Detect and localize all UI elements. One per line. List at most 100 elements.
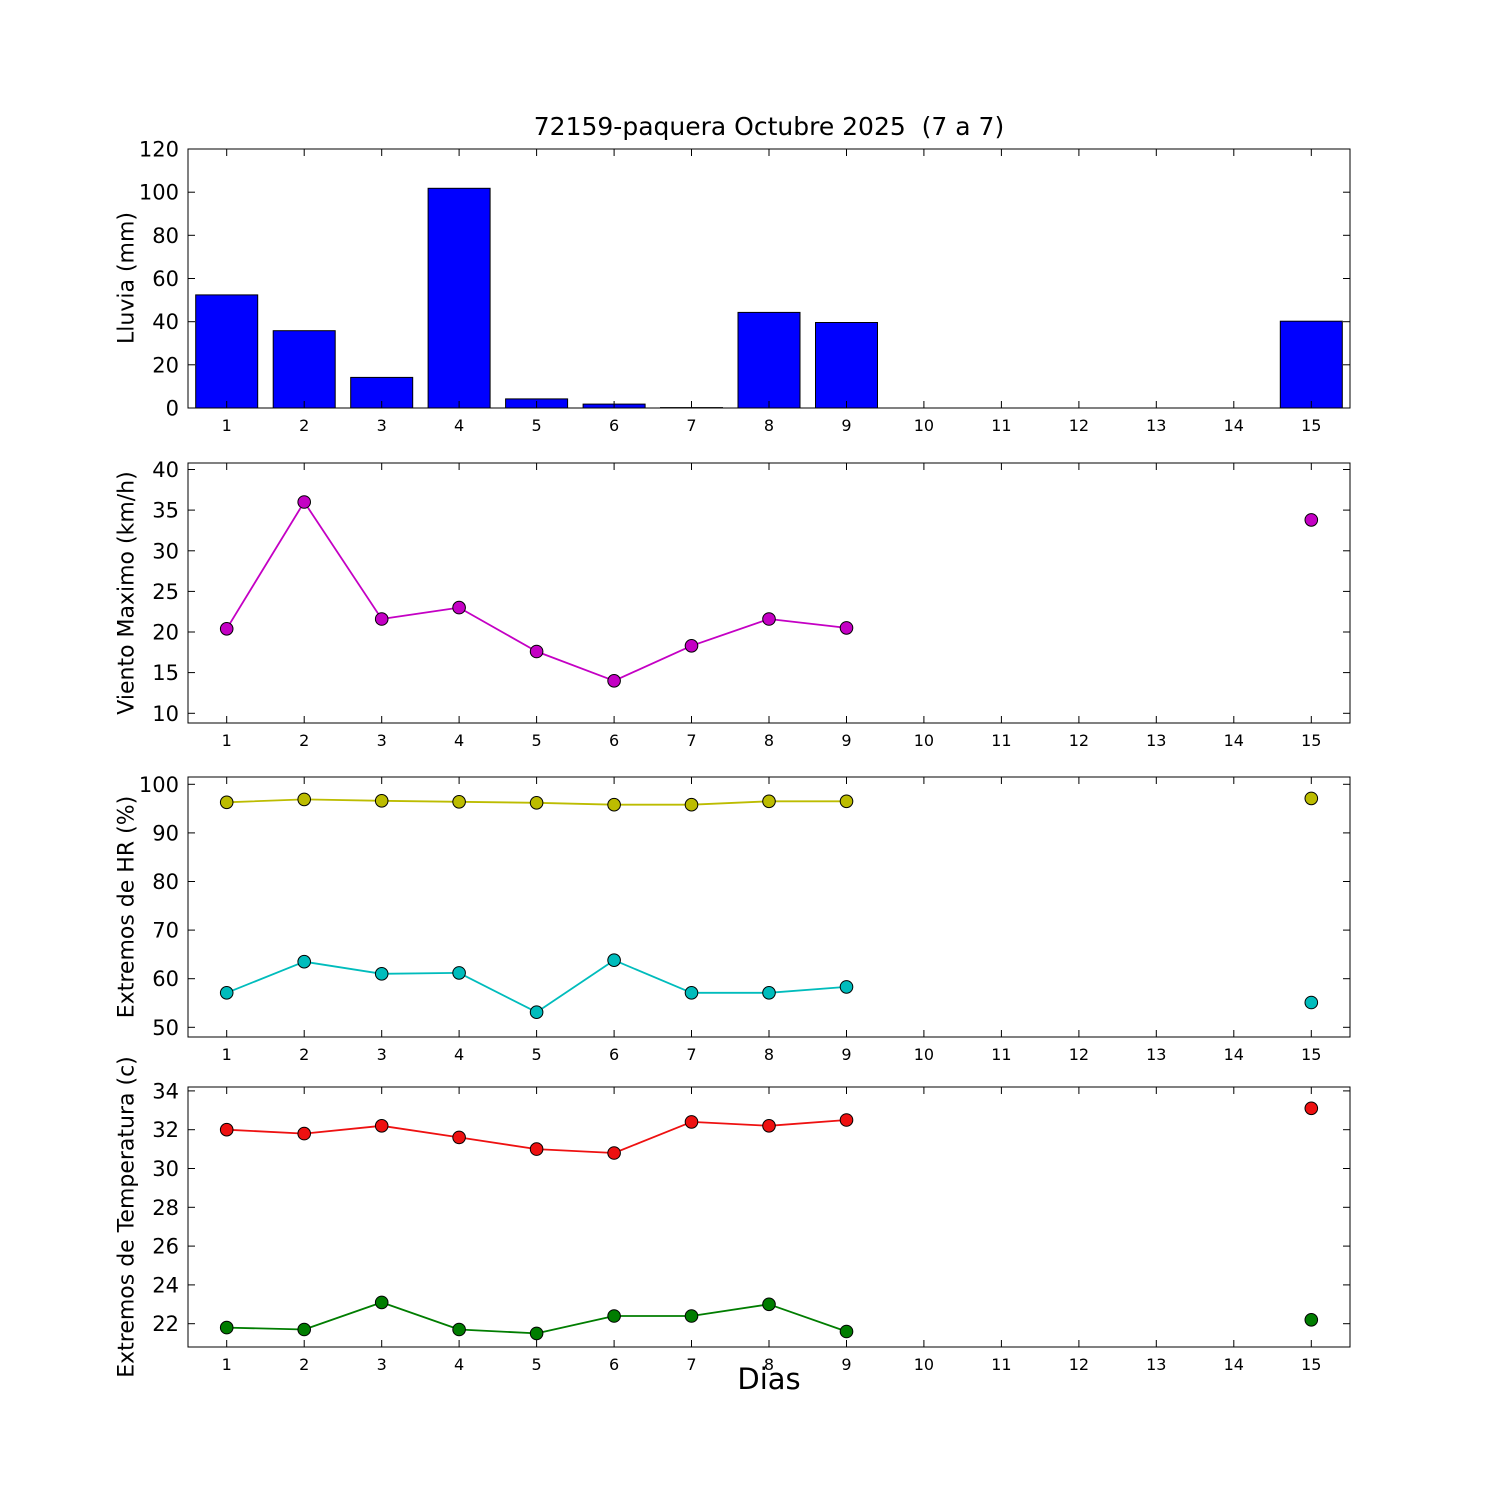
y-axis-lluvia: 0 20 40 60 80 100 120 bbox=[139, 138, 1350, 421]
y-tick-label: 26 bbox=[152, 1235, 179, 1259]
x-tick-label: 4 bbox=[454, 416, 464, 435]
y-tick-label: 50 bbox=[152, 1016, 179, 1040]
x-tick-label: 8 bbox=[764, 1045, 774, 1064]
point-hr_max-day-15 bbox=[1304, 791, 1319, 806]
point-hr_min-day-15 bbox=[1304, 995, 1319, 1010]
series-temp_min bbox=[219, 1295, 1319, 1341]
point-temp_min-day-4 bbox=[452, 1322, 466, 1337]
x-tick-label: 14 bbox=[1224, 416, 1244, 435]
x-tick-label: 14 bbox=[1224, 1355, 1244, 1374]
y-tick-label: 20 bbox=[152, 621, 179, 645]
x-tick-label: 15 bbox=[1301, 1355, 1321, 1374]
x-axis-extremos_temperatura: 1 2 3 4 5 6 7 8 9 10 11 12 13 14 15 bbox=[222, 1087, 1321, 1374]
point-hr_max-day-9 bbox=[839, 794, 854, 809]
point-viento_maximo-day-1 bbox=[219, 622, 234, 636]
x-tick-label: 3 bbox=[377, 416, 387, 435]
figure-title: 72159-paquera Octubre 2025 (7 a 7) bbox=[533, 112, 1005, 141]
point-hr_max-day-6 bbox=[607, 797, 621, 812]
bars-lluvia bbox=[195, 187, 1343, 409]
x-tick-label: 13 bbox=[1146, 416, 1166, 435]
x-tick-label: 3 bbox=[377, 1355, 387, 1374]
x-tick-label: 12 bbox=[1069, 1045, 1089, 1064]
x-tick-label: 8 bbox=[764, 416, 774, 435]
ylabel-lluvia: Lluvia (mm) bbox=[114, 212, 140, 344]
point-temp_max-day-7 bbox=[684, 1115, 699, 1129]
x-axis-extremos_hr: 1 2 3 4 5 6 7 8 9 10 11 12 13 14 15 bbox=[222, 777, 1321, 1064]
y-tick-label: 100 bbox=[139, 773, 179, 797]
point-viento_maximo-day-3 bbox=[374, 612, 389, 626]
x-tick-label: 1 bbox=[222, 1045, 232, 1064]
x-tick-label: 7 bbox=[686, 1355, 696, 1374]
x-tick-label: 12 bbox=[1069, 416, 1089, 435]
point-temp_min-day-6 bbox=[607, 1309, 621, 1323]
y-tick-label: 70 bbox=[152, 919, 179, 943]
x-tick-label: 9 bbox=[841, 731, 851, 750]
y-tick-label: 28 bbox=[152, 1196, 179, 1220]
point-temp_max-day-5 bbox=[529, 1142, 544, 1156]
x-axis-lluvia: 1 2 3 4 5 6 7 8 9 10 11 12 13 14 15 bbox=[222, 149, 1321, 435]
x-tick-label: 13 bbox=[1146, 1355, 1166, 1374]
x-tick-label: 13 bbox=[1146, 731, 1166, 750]
point-hr_min-day-3 bbox=[374, 967, 389, 981]
y-tick-label: 100 bbox=[139, 181, 179, 205]
series-hr_max bbox=[219, 791, 1319, 812]
bar-day-15 bbox=[1279, 320, 1343, 409]
line-temp_min bbox=[226, 1301, 847, 1335]
point-temp_max-day-4 bbox=[452, 1130, 466, 1145]
point-viento_maximo-day-9 bbox=[839, 621, 854, 635]
x-tick-label: 4 bbox=[454, 731, 464, 750]
x-tick-label: 1 bbox=[222, 731, 232, 750]
y-tick-label: 25 bbox=[152, 580, 179, 604]
x-tick-label: 12 bbox=[1069, 731, 1089, 750]
x-tick-label: 7 bbox=[686, 416, 696, 435]
y-tick-label: 120 bbox=[139, 138, 179, 162]
x-tick-label: 8 bbox=[764, 1355, 774, 1374]
point-viento_maximo-day-8 bbox=[762, 612, 776, 626]
point-hr_max-day-8 bbox=[762, 794, 776, 809]
x-tick-label: 11 bbox=[991, 1355, 1011, 1374]
x-tick-label: 6 bbox=[609, 731, 619, 750]
point-temp_max-day-2 bbox=[297, 1126, 312, 1141]
point-temp_min-day-5 bbox=[529, 1326, 544, 1341]
bar-day-1 bbox=[195, 294, 259, 409]
y-tick-label: 80 bbox=[152, 870, 179, 894]
point-hr_max-day-7 bbox=[684, 797, 699, 812]
point-temp_max-day-3 bbox=[374, 1119, 389, 1133]
y-tick-label: 60 bbox=[152, 967, 179, 991]
x-tick-label: 5 bbox=[532, 1045, 542, 1064]
x-axis-viento: 1 2 3 4 5 6 7 8 9 10 11 12 13 14 15 bbox=[222, 463, 1321, 750]
bar-day-2 bbox=[272, 330, 336, 409]
point-hr_min-day-7 bbox=[684, 986, 699, 1000]
x-tick-label: 4 bbox=[454, 1045, 464, 1064]
y-tick-label: 24 bbox=[152, 1273, 179, 1297]
point-temp_max-day-15 bbox=[1304, 1101, 1319, 1116]
series-temp_max bbox=[219, 1101, 1319, 1160]
line-hr_min bbox=[226, 959, 847, 1014]
x-tick-label: 7 bbox=[686, 731, 696, 750]
ylabel-extremos-temperatura: Extremos de Temperatura (c) bbox=[114, 1056, 140, 1378]
point-temp_min-day-1 bbox=[219, 1320, 234, 1335]
x-tick-label: 10 bbox=[914, 731, 934, 750]
x-tick-label: 15 bbox=[1301, 416, 1321, 435]
y-tick-label: 22 bbox=[152, 1312, 179, 1336]
series-hr_min bbox=[219, 953, 1319, 1020]
xlabel-dias: Dias bbox=[737, 1362, 801, 1396]
point-hr_min-day-8 bbox=[762, 986, 776, 1000]
point-viento_maximo-day-2 bbox=[297, 495, 312, 509]
point-viento_maximo-day-4 bbox=[452, 600, 466, 615]
y-axis-viento: 10 15 20 25 30 35 40 bbox=[152, 458, 1350, 726]
y-tick-label: 60 bbox=[152, 267, 179, 291]
y-tick-label: 32 bbox=[152, 1118, 179, 1142]
x-tick-label: 4 bbox=[454, 1355, 464, 1374]
point-temp_max-day-1 bbox=[219, 1122, 234, 1137]
point-hr_min-day-5 bbox=[529, 1005, 544, 1020]
x-tick-label: 11 bbox=[991, 416, 1011, 435]
x-tick-label: 12 bbox=[1069, 1355, 1089, 1374]
series-viento_maximo bbox=[219, 495, 1319, 688]
point-hr_max-day-5 bbox=[529, 796, 544, 810]
